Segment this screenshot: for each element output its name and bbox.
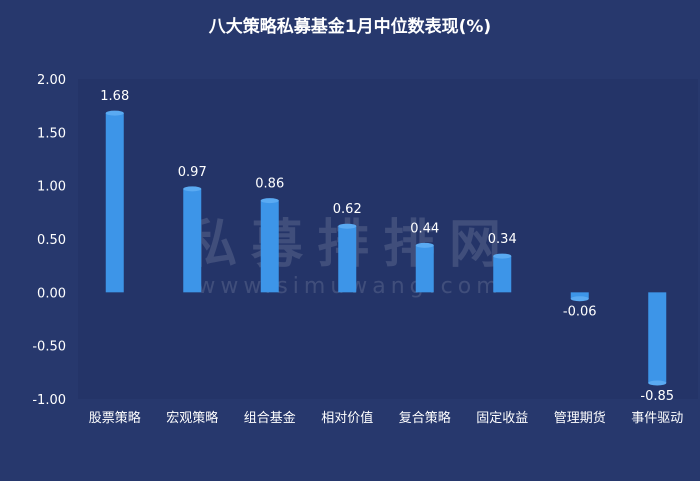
x-tick-label: 宏观策略 <box>166 410 218 426</box>
data-label: 0.86 <box>255 177 284 192</box>
bars <box>105 110 667 386</box>
x-axis: 股票策略 宏观策略 组合基金 相对价值 复合策略 固定收益 管理期货 事件驱动 <box>89 410 684 426</box>
y-tick-label: 0.50 <box>37 233 66 248</box>
y-tick-label: -0.50 <box>32 340 66 355</box>
y-tick-label: 2.00 <box>37 73 66 88</box>
bar-cap <box>260 198 279 204</box>
x-tick-label: 事件驱动 <box>631 411 683 426</box>
bar-cap <box>338 223 357 229</box>
data-label: 0.34 <box>488 232 517 247</box>
bar-cap <box>105 110 124 116</box>
x-tick-label: 相对价值 <box>321 410 373 426</box>
bar-cap <box>183 186 202 192</box>
bar <box>415 245 434 293</box>
y-tick-label: 1.50 <box>37 126 66 141</box>
data-label: -0.06 <box>563 305 597 320</box>
x-tick-label: 复合策略 <box>399 410 451 426</box>
y-tick-label: 1.00 <box>37 180 66 195</box>
data-label: 0.62 <box>333 202 362 217</box>
bar <box>338 226 357 293</box>
data-label: -0.85 <box>640 389 674 404</box>
plot-area <box>78 79 698 399</box>
chart-title: 八大策略私募基金1月中位数表现(%) <box>208 17 492 37</box>
bar <box>260 200 279 293</box>
y-axis: 2.00 1.50 1.00 0.50 0.00 -0.50 -1.00 <box>32 73 66 408</box>
bar-cap <box>648 380 667 386</box>
bar <box>648 292 667 383</box>
x-tick-label: 组合基金 <box>244 410 296 426</box>
bar-cap <box>570 296 589 302</box>
x-tick-label: 股票策略 <box>89 410 141 426</box>
data-labels: 1.68 0.97 0.86 0.62 0.44 0.34 -0.06 -0.85 <box>100 89 674 404</box>
data-label: 0.97 <box>178 165 207 180</box>
y-tick-label: 0.00 <box>37 286 66 301</box>
bar <box>493 256 512 293</box>
x-tick-label: 管理期货 <box>554 410 606 426</box>
bar <box>105 113 124 293</box>
bar-cap <box>415 242 434 248</box>
data-label: 0.44 <box>410 221 439 236</box>
bar <box>183 188 202 293</box>
data-label: 1.68 <box>100 89 129 104</box>
bar-cap <box>493 253 512 259</box>
y-tick-label: -1.00 <box>32 393 66 408</box>
bar <box>570 292 589 299</box>
x-tick-label: 固定收益 <box>476 411 528 426</box>
